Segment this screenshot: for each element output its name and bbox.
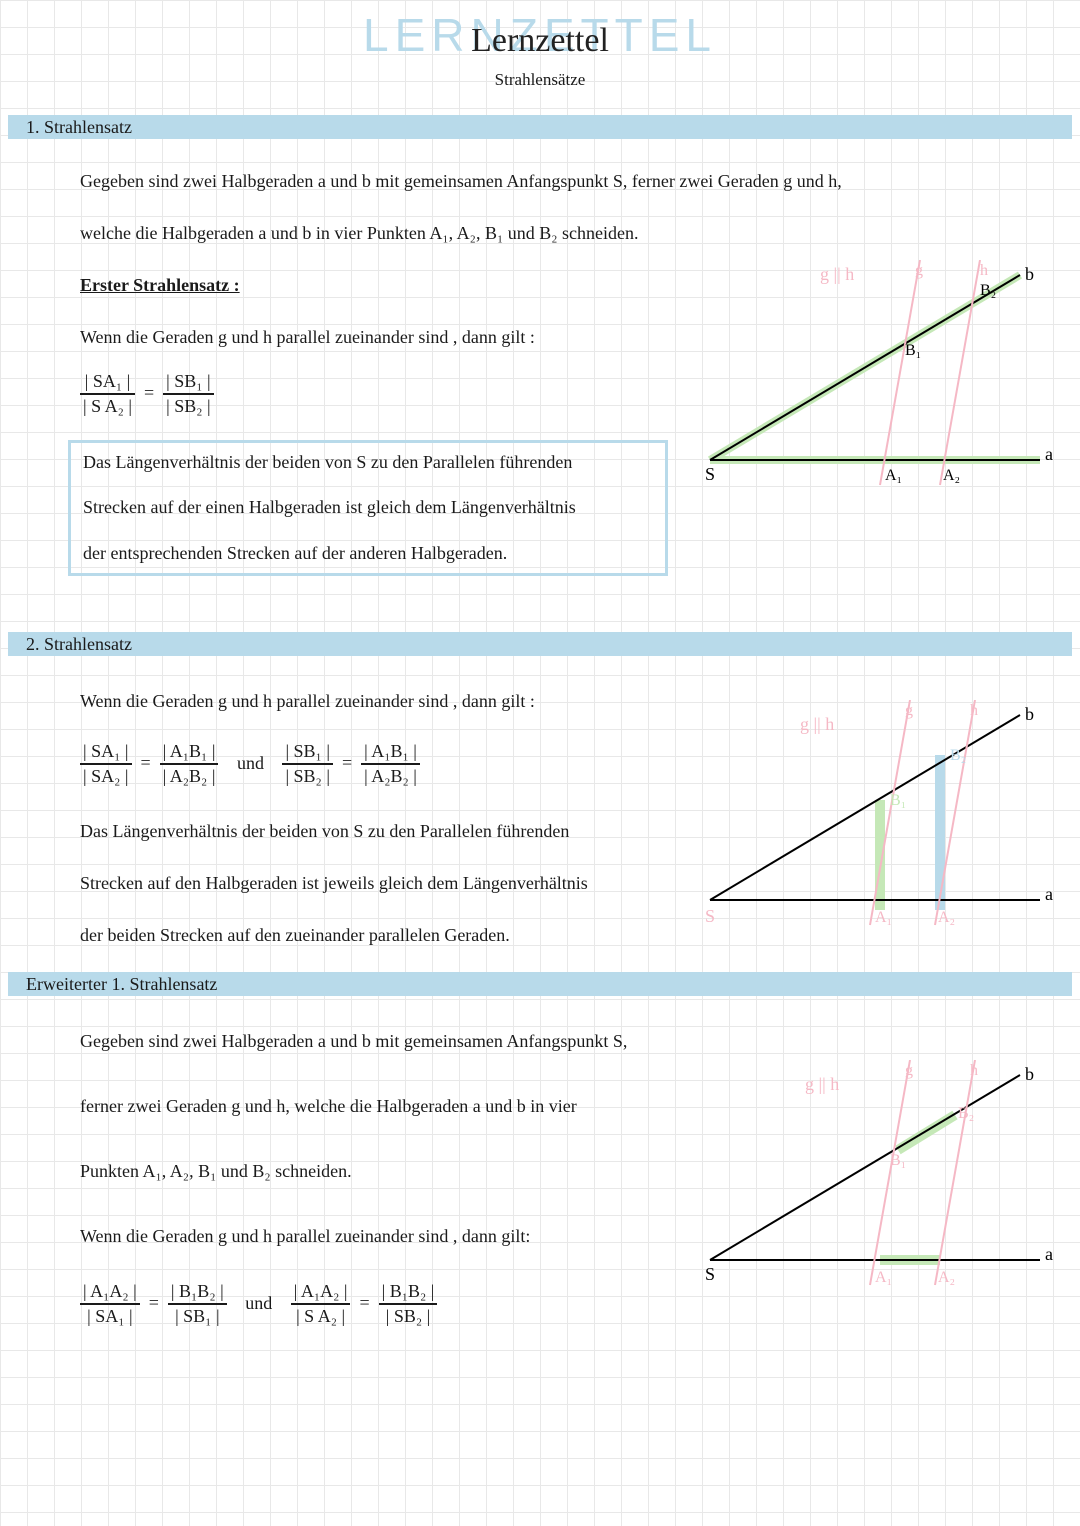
diagram-3: S A₁ A₂ B₁ B₂ a b g h g || h bbox=[690, 1060, 1060, 1290]
svg-text:A₂: A₂ bbox=[943, 467, 960, 484]
frac-bot: | SA₂ | bbox=[80, 765, 132, 788]
frac-bot: | A₂B₂ | bbox=[160, 765, 219, 788]
svg-text:A₁: A₁ bbox=[875, 909, 892, 926]
frac-top: | A₁A₂ | bbox=[291, 1280, 351, 1305]
sec3-line4: Wenn die Geraden g und h parallel zueina… bbox=[80, 1225, 530, 1248]
sec2-line3: Strecken auf den Halbgeraden ist jeweils… bbox=[80, 872, 588, 895]
svg-text:B₁: B₁ bbox=[905, 342, 921, 359]
svg-text:b: b bbox=[1025, 704, 1034, 724]
sec3-line2: ferner zwei Geraden g und h, welche die … bbox=[80, 1095, 577, 1118]
sec3-line1: Gegeben sind zwei Halbgeraden a und b mi… bbox=[80, 1030, 627, 1053]
svg-text:B₂: B₂ bbox=[958, 1105, 974, 1122]
svg-text:S: S bbox=[705, 906, 715, 926]
frac-bot: | SB₂ | bbox=[282, 765, 333, 788]
section3-header: Erweiterter 1. Strahlensatz bbox=[8, 972, 1072, 996]
svg-text:g: g bbox=[905, 1062, 913, 1079]
svg-text:B₂: B₂ bbox=[980, 282, 996, 299]
svg-text:h: h bbox=[970, 702, 978, 719]
section2-header: 2. Strahlensatz bbox=[8, 632, 1072, 656]
sec3-line3: Punkten A₁, A₂, B₁ und B₂ schneiden. bbox=[80, 1160, 352, 1183]
svg-text:B₂: B₂ bbox=[950, 747, 966, 764]
sec2-line1: Wenn die Geraden g und h parallel zueina… bbox=[80, 690, 535, 713]
frac-top: | A₁B₁ | bbox=[361, 740, 420, 765]
sec1-line4: Wenn die Geraden g und h parallel zueina… bbox=[80, 326, 535, 349]
diagram-1: S A₁ A₂ B₁ B₂ a b g h g || h bbox=[690, 260, 1060, 490]
frac-bot: | SB₁ | bbox=[168, 1305, 227, 1328]
svg-text:b: b bbox=[1025, 1064, 1034, 1084]
frac-top: | SB₁ | bbox=[163, 370, 214, 395]
frac-bot: | A₂B₂ | bbox=[361, 765, 420, 788]
svg-text:h: h bbox=[970, 1062, 978, 1079]
svg-text:B₁: B₁ bbox=[890, 1152, 906, 1169]
svg-text:g || h: g || h bbox=[800, 714, 834, 734]
svg-text:b: b bbox=[1025, 264, 1034, 284]
sec1-box-line1: Das Längenverhältnis der beiden von S zu… bbox=[83, 451, 653, 474]
svg-text:g || h: g || h bbox=[805, 1074, 839, 1094]
frac-top: | B₁B₂ | bbox=[168, 1280, 227, 1305]
sec1-box-line3: der entsprechenden Strecken auf der ande… bbox=[83, 542, 653, 565]
sec1-box: Das Längenverhältnis der beiden von S zu… bbox=[68, 440, 668, 576]
sec2-line2: Das Längenverhältnis der beiden von S zu… bbox=[80, 820, 569, 843]
logo-foreground: Lernzettel bbox=[471, 22, 609, 60]
frac-top: | A₁B₁ | bbox=[160, 740, 219, 765]
sec2-line4: der beiden Strecken auf den zueinander p… bbox=[80, 924, 510, 947]
diagram-2: S A₁ A₂ B₁ B₂ a b g h g || h bbox=[690, 700, 1060, 930]
sec1-formula: | SA₁ || S A₂ | = | SB₁ || SB₂ | bbox=[80, 370, 214, 419]
frac-bot: | SB₂ | bbox=[163, 395, 214, 418]
svg-text:a: a bbox=[1045, 884, 1053, 904]
sec1-line1: Gegeben sind zwei Halbgeraden a und b mi… bbox=[80, 170, 842, 193]
frac-top: | SA₁ | bbox=[80, 740, 132, 765]
svg-text:B₁: B₁ bbox=[890, 792, 906, 809]
frac-top: | SA₁ | bbox=[80, 370, 135, 395]
svg-text:a: a bbox=[1045, 1244, 1053, 1264]
section1-header: 1. Strahlensatz bbox=[8, 115, 1072, 139]
frac-bot: | S A₂ | bbox=[291, 1305, 351, 1328]
sec2-formula: | SA₁ || SA₂ | = | A₁B₁ || A₂B₂ | und | … bbox=[80, 740, 420, 789]
frac-bot: | S A₂ | bbox=[80, 395, 135, 418]
sec1-line2: welche die Halbgeraden a und b in vier P… bbox=[80, 222, 638, 245]
frac-bot: | SB₂ | bbox=[379, 1305, 438, 1328]
und-label: und bbox=[237, 753, 264, 773]
frac-top: | A₁A₂ | bbox=[80, 1280, 140, 1305]
svg-text:g || h: g || h bbox=[820, 264, 854, 284]
sec1-subtitle: Erster Strahlensatz : bbox=[80, 274, 240, 297]
svg-text:A₂: A₂ bbox=[938, 1269, 955, 1286]
svg-text:A₁: A₁ bbox=[885, 467, 902, 484]
svg-text:h: h bbox=[980, 262, 988, 279]
sec3-formula: | A₁A₂ || SA₁ | = | B₁B₂ || SB₁ | und | … bbox=[80, 1280, 437, 1329]
page-subtitle: Strahlensätze bbox=[495, 70, 586, 90]
frac-bot: | SA₁ | bbox=[80, 1305, 140, 1328]
svg-text:A₂: A₂ bbox=[938, 909, 955, 926]
frac-top: | SB₁ | bbox=[282, 740, 333, 765]
und-label: und bbox=[245, 1293, 272, 1313]
sec1-box-line2: Strecken auf der einen Halbgeraden ist g… bbox=[83, 496, 653, 519]
svg-text:S: S bbox=[705, 1264, 715, 1284]
svg-text:g: g bbox=[915, 262, 923, 279]
svg-text:a: a bbox=[1045, 444, 1053, 464]
frac-top: | B₁B₂ | bbox=[379, 1280, 438, 1305]
svg-text:g: g bbox=[905, 702, 913, 719]
svg-text:S: S bbox=[705, 464, 715, 484]
svg-text:A₁: A₁ bbox=[875, 1269, 892, 1286]
